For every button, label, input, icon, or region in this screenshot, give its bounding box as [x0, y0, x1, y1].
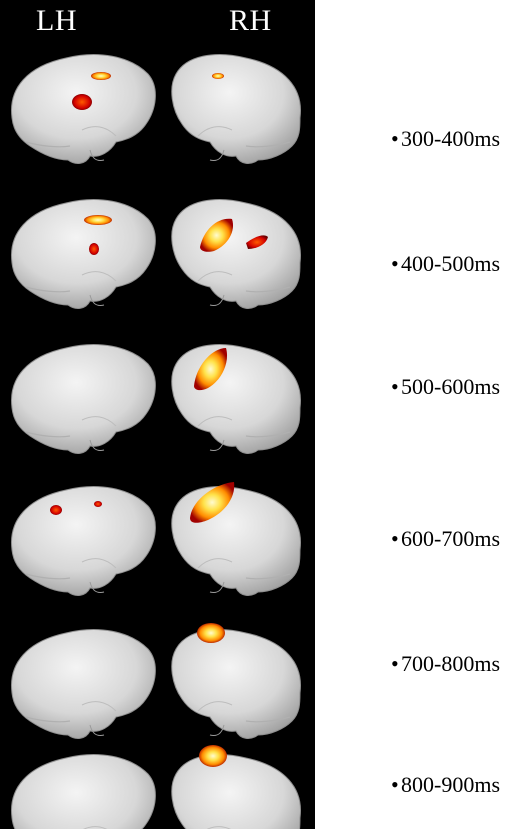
activation-lh-small-2 [89, 243, 99, 255]
activation-lh-superior-1 [91, 72, 111, 80]
activation-lh-small-4b [94, 501, 102, 507]
right-brain-6 [171, 753, 302, 829]
activation-rh-temporal-2 [246, 235, 268, 249]
bullet-icon: • [391, 374, 399, 399]
activation-rh-frontal-4 [190, 482, 235, 523]
brain-renderings [10, 53, 302, 829]
bullet-icon: • [391, 526, 399, 551]
brain-row-1 [10, 53, 302, 165]
bullet-icon: • [391, 772, 399, 797]
time-label-2: • 400-500ms [391, 251, 500, 276]
left-brain-5 [10, 628, 157, 740]
right-brain-3 [171, 343, 302, 455]
time-label-6: • 800-900ms [391, 772, 500, 797]
left-brain-2 [10, 198, 157, 310]
time-label-1: • 300-400ms [391, 126, 500, 151]
activation-rh-frontal-3 [194, 348, 228, 391]
activation-rh-frontal-6 [199, 745, 227, 767]
left-brain-4 [10, 485, 157, 597]
right-brain-1 [171, 53, 302, 165]
brain-row-2 [10, 198, 302, 310]
left-brain-6 [10, 753, 157, 829]
time-label-3: • 500-600ms [391, 374, 500, 399]
bullet-icon: • [391, 251, 399, 276]
bullet-icon: • [391, 126, 399, 151]
time-label-4: • 600-700ms [391, 526, 500, 551]
right-brain-5 [171, 628, 302, 740]
brain-row-6 [10, 745, 302, 829]
activation-lh-superior-2 [84, 215, 112, 225]
activation-lh-small-4a [50, 505, 62, 515]
left-hemisphere-label: LH [36, 4, 77, 37]
brain-row-3 [10, 343, 302, 455]
activation-rh-superior-1 [212, 73, 224, 79]
left-brain-3 [10, 343, 157, 455]
activation-lh-parietal-1 [72, 94, 92, 110]
activation-rh-frontal-5 [197, 623, 225, 643]
brain-row-4 [10, 482, 302, 597]
brain-row-5 [10, 623, 302, 740]
right-brain-4 [171, 485, 302, 597]
time-label-5: • 700-800ms [391, 651, 500, 676]
bullet-icon: • [391, 651, 399, 676]
right-hemisphere-label: RH [229, 4, 272, 37]
activation-rh-frontal-2 [200, 218, 234, 252]
right-brain-2 [171, 198, 302, 310]
